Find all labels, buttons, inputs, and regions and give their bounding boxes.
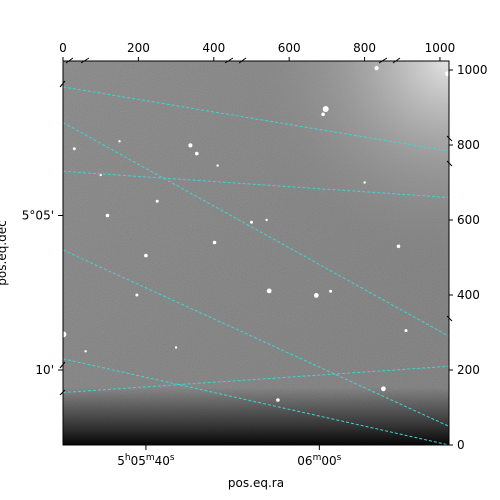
star bbox=[322, 106, 329, 112]
x-axis-label: pos.eq.ra bbox=[228, 476, 284, 490]
top-tick-label: 800 bbox=[353, 41, 376, 55]
star bbox=[105, 213, 110, 218]
left-dec-axis: 5°05' 10' bbox=[22, 57, 453, 396]
star bbox=[63, 331, 67, 338]
top-tick-label: 600 bbox=[278, 41, 301, 55]
right-tick-label: 1000 bbox=[457, 63, 488, 77]
star bbox=[72, 147, 76, 151]
grid-edge-tick bbox=[59, 389, 66, 396]
star bbox=[265, 218, 268, 222]
grid-edge-tick bbox=[80, 57, 90, 64]
right-pixel-axis: 0 200 400 600 800 1000 bbox=[449, 63, 488, 452]
plot-frame bbox=[62, 60, 450, 446]
grid-edge-tick bbox=[59, 361, 66, 369]
stars-layer bbox=[63, 66, 449, 402]
star bbox=[276, 398, 280, 402]
ra-tick-label: 5h05m40s bbox=[117, 453, 175, 468]
star bbox=[250, 220, 253, 224]
y-axis-label: pos.eq.dec bbox=[0, 220, 9, 285]
bottom-ra-axis: 5h05m40s 06m00s bbox=[117, 445, 342, 468]
grid-line bbox=[63, 122, 449, 337]
star bbox=[212, 240, 217, 245]
right-tick-label: 800 bbox=[457, 138, 480, 152]
grid-edge-tick bbox=[392, 57, 401, 64]
star bbox=[135, 293, 139, 297]
grid-line bbox=[63, 86, 449, 152]
dec-tick-label: 5°05' bbox=[22, 209, 54, 223]
star bbox=[396, 244, 401, 249]
right-tick-label: 600 bbox=[457, 213, 480, 227]
star bbox=[144, 253, 148, 258]
star bbox=[404, 329, 408, 333]
top-tick-label: 0 bbox=[59, 41, 67, 55]
top-pixel-axis: 0 200 400 600 800 1000 bbox=[59, 41, 455, 61]
sky-image bbox=[63, 61, 449, 445]
right-tick-label: 200 bbox=[457, 363, 480, 377]
grid-edge-tick bbox=[378, 57, 388, 64]
grid-line bbox=[63, 365, 449, 393]
grid-edge-tick bbox=[446, 315, 453, 322]
top-tick-label: 400 bbox=[202, 41, 225, 55]
ra-tick-label: 06m00s bbox=[297, 453, 341, 468]
right-tick-label: 400 bbox=[457, 288, 480, 302]
star bbox=[374, 66, 379, 71]
star bbox=[216, 164, 219, 167]
star bbox=[445, 71, 449, 77]
grid-edge-tick bbox=[224, 57, 234, 64]
star bbox=[174, 346, 178, 349]
star bbox=[195, 151, 199, 156]
grid-edge-tick bbox=[65, 57, 74, 64]
grid-line bbox=[63, 249, 449, 427]
star bbox=[321, 112, 325, 117]
top-tick-label: 200 bbox=[127, 41, 150, 55]
star bbox=[84, 350, 87, 353]
grid-line bbox=[63, 358, 449, 445]
star bbox=[99, 173, 102, 177]
star bbox=[118, 140, 121, 143]
star bbox=[381, 386, 386, 392]
top-tick-label: 1000 bbox=[425, 41, 456, 55]
star bbox=[266, 288, 272, 294]
star bbox=[313, 293, 319, 298]
grid-edge-tick bbox=[446, 160, 453, 167]
grid-edge-tick bbox=[238, 57, 247, 64]
star bbox=[155, 199, 159, 203]
star bbox=[329, 289, 333, 293]
grid-line bbox=[63, 170, 449, 198]
star bbox=[188, 143, 193, 148]
grid-edge-tick bbox=[59, 80, 66, 88]
dec-tick-label: 10' bbox=[35, 363, 54, 377]
coordinate-grid bbox=[63, 86, 449, 445]
right-tick-label: 0 bbox=[457, 438, 465, 452]
star bbox=[363, 181, 366, 184]
grid-edge-tick bbox=[446, 135, 453, 142]
